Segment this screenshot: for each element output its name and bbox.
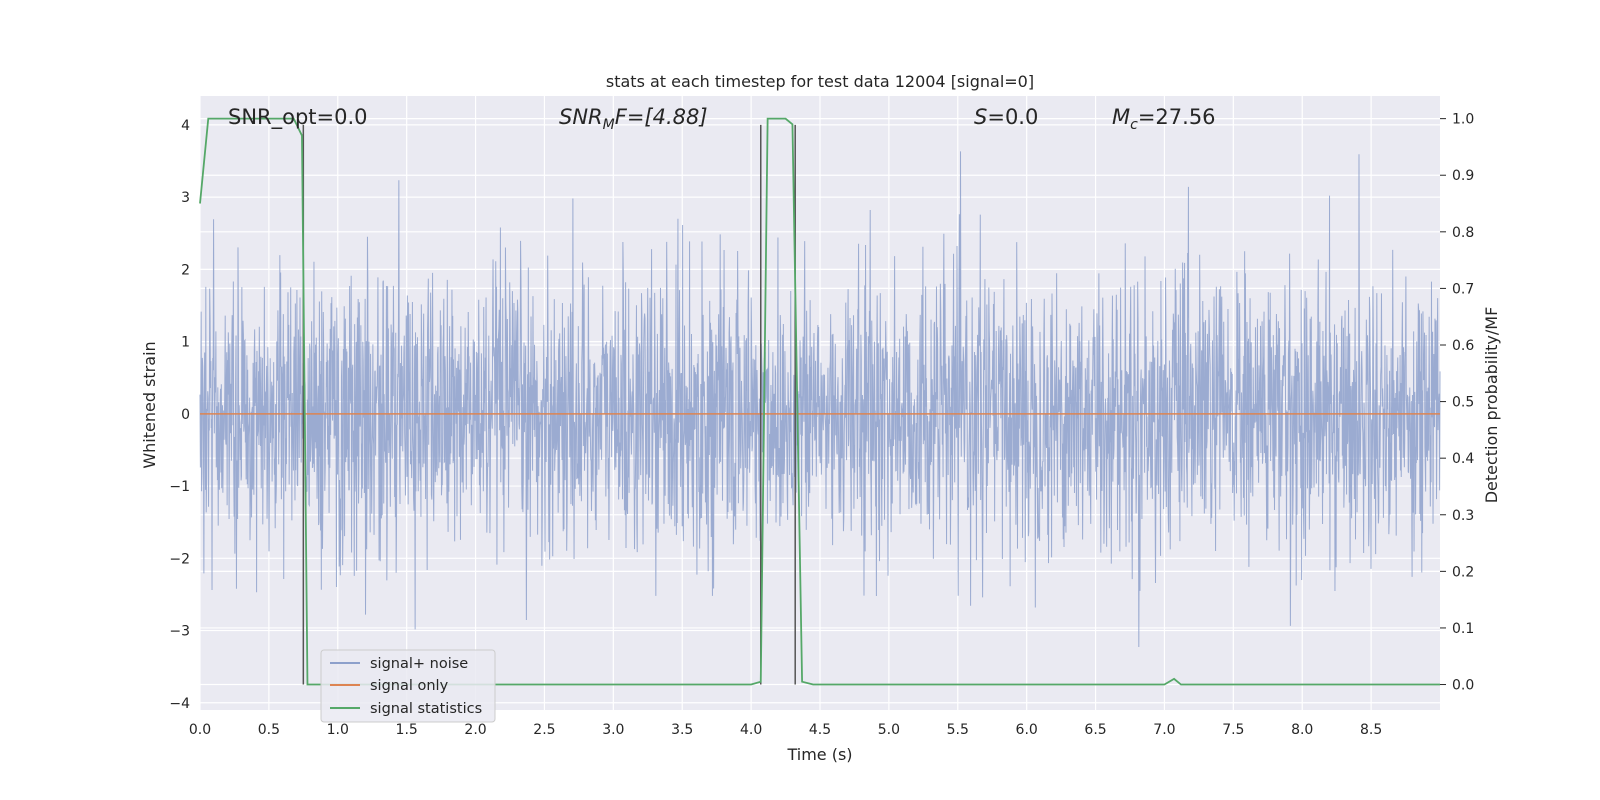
x-tick-label: 1.0 — [327, 722, 349, 738]
x-tick-label: 5.5 — [947, 722, 969, 738]
x-axis-label: Time (s) — [786, 745, 852, 764]
annotation-s: S=0.0 — [974, 105, 1038, 129]
ticks: 0.0 0.5 1.0 1.5 2.0 2.5 3.0 3.5 4.0 4.5 5.0 5.5 6.0 6… — [169, 112, 1474, 738]
y-tick-label: 0 — [181, 407, 190, 423]
y2-tick-label: 0.5 — [1452, 395, 1474, 411]
y-tick-label: −3 — [169, 624, 190, 640]
x-tick-label: 7.5 — [1222, 722, 1244, 738]
y2-tick-label: 0.2 — [1452, 564, 1474, 580]
y2-tick-label: 0.3 — [1452, 508, 1474, 524]
x-tick-label: 3.5 — [671, 722, 693, 738]
x-tick-label: 4.0 — [740, 722, 762, 738]
legend-label-signal-noise: signal+ noise — [370, 656, 468, 672]
legend-box — [320, 649, 496, 723]
series-signal-statistics — [199, 117, 1440, 686]
x-tick-label: 7.0 — [1153, 722, 1175, 738]
y-tick-label: −1 — [169, 479, 190, 495]
x-tick-label: 0.5 — [258, 722, 280, 738]
y-tick-label: 3 — [181, 190, 190, 206]
y2-tick-label: 0.9 — [1452, 168, 1474, 184]
signal-statistics-line — [199, 117, 1440, 686]
annotation-mc: Mc=27.56 — [1112, 105, 1216, 133]
y2-tick-label: 0.6 — [1452, 338, 1474, 354]
x-tick-label: 2.0 — [464, 722, 486, 738]
x-tick-label: 2.5 — [533, 722, 555, 738]
chart-title: stats at each timestep for test data 120… — [606, 72, 1034, 91]
x-tick-label: 4.5 — [809, 722, 831, 738]
y-tick-label: 1 — [181, 335, 190, 351]
y2-axis-label: Detection probability/MF — [1482, 307, 1501, 504]
x-tick-label: 1.5 — [396, 722, 418, 738]
x-tick-label: 0.0 — [189, 722, 211, 738]
legend-label-signal-statistics: signal statistics — [370, 701, 482, 717]
x-tick-label: 6.0 — [1016, 722, 1038, 738]
legend-label-signal-only: signal only — [370, 678, 449, 694]
x-tick-label: 3.0 — [602, 722, 624, 738]
y2-tick-label: 0.0 — [1452, 678, 1474, 694]
y2-tick-label: 0.4 — [1452, 451, 1474, 467]
y-axis-label: Whitened strain — [140, 341, 159, 468]
y2-tick-label: 0.8 — [1452, 225, 1474, 241]
y2-tick-label: 0.1 — [1452, 621, 1474, 637]
series-signal-noise — [199, 151, 1441, 648]
x-tick-label: 8.5 — [1360, 722, 1382, 738]
grid — [199, 96, 1440, 710]
x-tick-label: 6.5 — [1084, 722, 1106, 738]
y2-tick-label: 0.7 — [1452, 281, 1474, 297]
x-tick-label: 5.0 — [878, 722, 900, 738]
annotation-snr-mf: SNRMF=[4.88] — [559, 105, 708, 133]
signal-noise-line — [199, 151, 1441, 648]
y-tick-label: 2 — [181, 262, 190, 278]
legend: signal+ noise signal only signal statist… — [320, 649, 496, 723]
annotation-snr-opt: SNR_opt=0.0 — [228, 105, 368, 130]
y2-tick-label: 1.0 — [1452, 112, 1474, 128]
y-tick-label: −4 — [169, 696, 190, 712]
y-tick-label: −2 — [169, 551, 190, 567]
x-tick-label: 8.0 — [1291, 722, 1313, 738]
y-tick-label: 4 — [181, 118, 190, 134]
